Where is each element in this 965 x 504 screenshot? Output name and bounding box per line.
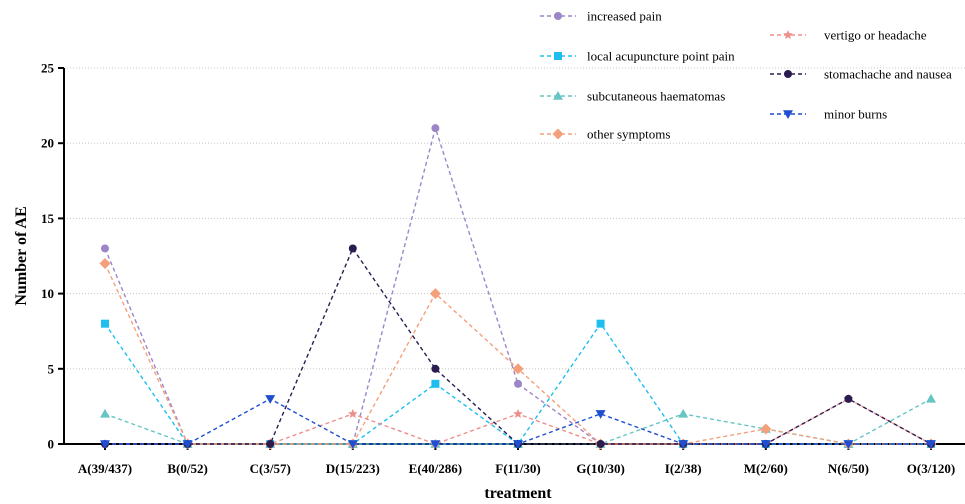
- legend-marker: [554, 52, 562, 60]
- data-point: [101, 244, 109, 253]
- x-tick-label: F(11/30): [495, 461, 541, 476]
- legend-entry: local acupuncture point pain: [540, 49, 735, 64]
- series-line: [104, 263, 931, 445]
- data-point: [347, 440, 358, 449]
- data-point: [513, 440, 523, 449]
- data-point: [348, 244, 357, 253]
- data-point: [266, 440, 275, 448]
- series-5: [101, 244, 935, 448]
- x-tick-label: M(2/60): [744, 461, 788, 476]
- data-point: [760, 423, 772, 435]
- gridlines: [64, 67, 965, 370]
- data-point: [843, 440, 854, 449]
- data-point: [431, 124, 440, 133]
- data-point: [512, 363, 524, 375]
- legend-entry: increased pain: [540, 9, 662, 24]
- legend-marker: [552, 128, 564, 140]
- data-point: [678, 408, 689, 418]
- series-3: [99, 258, 937, 450]
- x-axis-title: treatment: [484, 485, 552, 502]
- x-tick-label: D(15/223): [326, 461, 380, 476]
- data-point: [678, 440, 689, 449]
- data-point: [429, 288, 441, 300]
- x-tick-label: A(39/437): [78, 461, 132, 476]
- legend: increased pain local acupuncture point pa…: [540, 9, 952, 142]
- legend-label: increased pain: [587, 9, 662, 24]
- data-point: [596, 440, 605, 448]
- data-point: [100, 408, 110, 418]
- data-point: [926, 393, 936, 403]
- legend-marker: [783, 30, 793, 40]
- y-tick-label: 0: [48, 437, 55, 452]
- data-point: [348, 408, 358, 418]
- series-layer: [99, 124, 937, 450]
- legend-marker: [553, 91, 563, 100]
- series-6: [100, 395, 936, 449]
- legend-label: other symptoms: [587, 127, 670, 142]
- x-ticks: A(39/437) B(0/52) C(3/57) D(15/223) E(40/286…: [78, 444, 955, 476]
- data-point: [596, 319, 605, 328]
- legend-label: minor burns: [824, 107, 887, 122]
- y-axis-title: Number of AE: [13, 206, 30, 305]
- x-tick-label: E(40/286): [409, 461, 462, 476]
- y-tick-label: 5: [48, 361, 55, 376]
- data-point: [265, 395, 276, 404]
- legend-entry: vertigo or headache: [770, 28, 927, 43]
- series-line: [104, 125, 931, 445]
- data-point: [595, 410, 606, 419]
- series-0: [101, 124, 935, 448]
- legend-marker: [554, 12, 562, 20]
- data-point: [101, 319, 109, 328]
- data-point: [430, 440, 441, 449]
- data-point: [926, 440, 936, 449]
- y-tick-label: 25: [41, 61, 55, 76]
- legend-label: vertigo or headache: [824, 28, 927, 43]
- data-point: [844, 394, 853, 403]
- x-tick-label: N(6/50): [828, 461, 869, 476]
- x-tick-label: C(3/57): [250, 461, 291, 476]
- x-tick-label: I(2/38): [665, 461, 702, 476]
- legend-label: local acupuncture point pain: [587, 49, 735, 64]
- data-point: [431, 379, 440, 388]
- data-point: [100, 440, 110, 449]
- legend-entry: subcutaneous haematomas: [540, 89, 725, 104]
- data-point: [760, 440, 771, 449]
- legend-entry: minor burns: [770, 107, 887, 122]
- x-tick-label: B(0/52): [167, 461, 207, 476]
- data-point: [514, 379, 522, 388]
- legend-marker: [784, 70, 792, 78]
- x-tick-label: G(10/30): [576, 461, 624, 476]
- legend-entry: stomachache and nausea: [770, 67, 952, 82]
- y-tick-label: 20: [41, 136, 54, 151]
- legend-entry: other symptoms: [540, 127, 670, 142]
- data-point: [431, 364, 440, 373]
- axes: [63, 68, 965, 445]
- legend-marker: [783, 110, 793, 119]
- series-2: [100, 393, 936, 448]
- y-tick-label: 15: [41, 211, 55, 226]
- x-tick-label: O(3/120): [907, 461, 955, 476]
- y-tick-label: 10: [41, 286, 54, 301]
- data-point: [513, 408, 523, 418]
- y-ticks: 0 5 10 15 20 25: [41, 61, 64, 452]
- data-point: [99, 258, 111, 270]
- legend-label: stomachache and nausea: [824, 67, 952, 82]
- data-point: [182, 440, 193, 449]
- legend-label: subcutaneous haematomas: [587, 89, 725, 104]
